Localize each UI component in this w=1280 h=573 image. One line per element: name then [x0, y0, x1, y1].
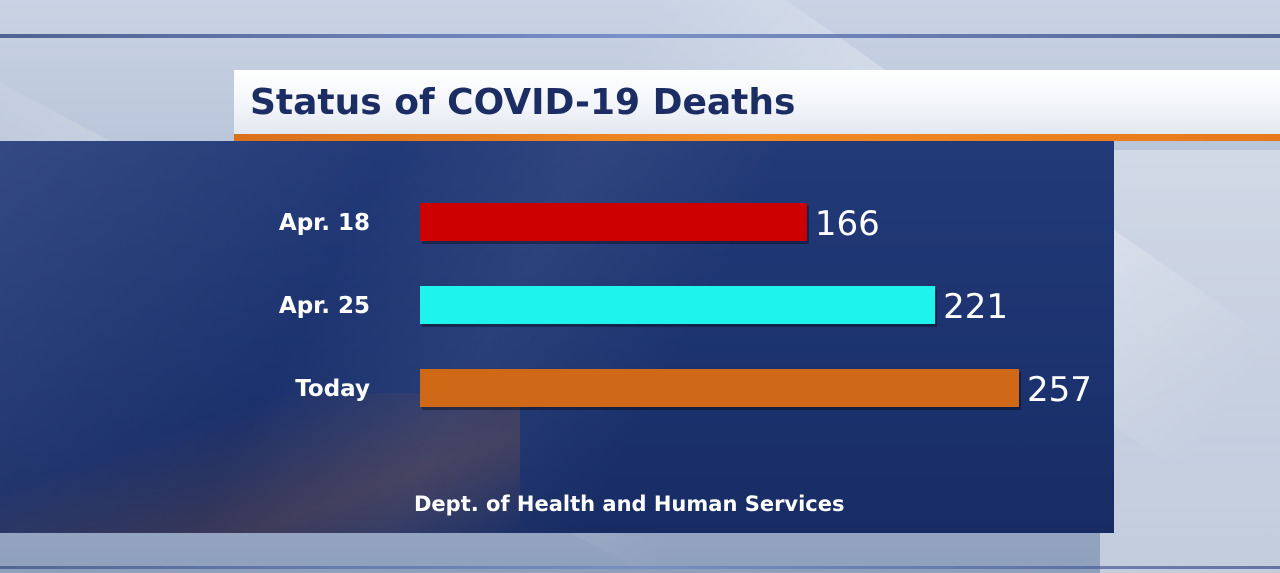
- data-label: 166: [815, 204, 880, 244]
- page-title: Status of COVID-19 Deaths: [250, 81, 796, 123]
- top-rule: [0, 34, 1280, 38]
- bar: [420, 286, 936, 324]
- title-bar: Status of COVID-19 Deaths: [234, 70, 1280, 134]
- category-label: Apr. 25: [279, 293, 370, 319]
- data-label: 257: [1027, 370, 1092, 410]
- category-label: Today: [295, 376, 370, 402]
- background-panel-right: [1100, 150, 1280, 573]
- source-credit: Dept. of Health and Human Services: [414, 492, 845, 516]
- category-label: Apr. 18: [279, 210, 370, 236]
- data-label: 221: [943, 287, 1008, 327]
- title-accent-stripe: [234, 134, 1280, 141]
- bottom-rule: [0, 566, 1280, 569]
- bar: [420, 203, 807, 241]
- bar: [420, 369, 1019, 407]
